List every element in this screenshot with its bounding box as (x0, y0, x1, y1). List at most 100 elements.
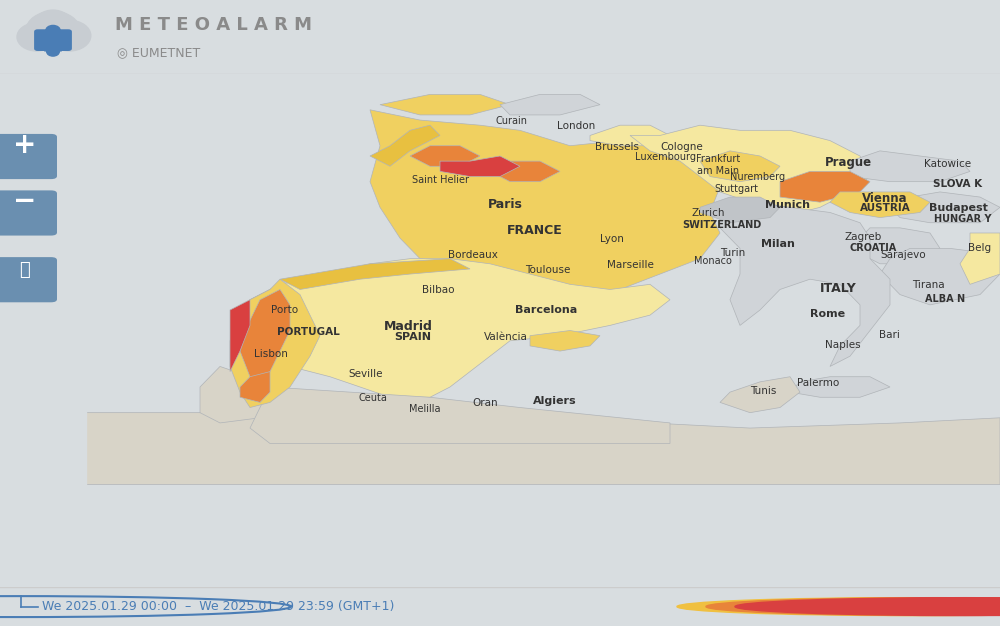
Text: Algiers: Algiers (533, 396, 577, 406)
Text: Ceuta: Ceuta (359, 393, 387, 403)
Text: Lisbon: Lisbon (254, 349, 288, 359)
Text: Palermo: Palermo (797, 378, 839, 388)
Polygon shape (250, 284, 300, 346)
Polygon shape (720, 377, 800, 413)
Text: Prague: Prague (824, 156, 872, 168)
Text: Lyon: Lyon (600, 234, 624, 244)
Text: CROATIA: CROATIA (849, 244, 897, 254)
Text: Milan: Milan (761, 239, 795, 249)
Polygon shape (830, 192, 930, 218)
Polygon shape (590, 125, 670, 146)
Text: Rome: Rome (810, 309, 846, 319)
Text: Naples: Naples (825, 340, 861, 350)
FancyBboxPatch shape (0, 190, 57, 235)
Circle shape (17, 23, 57, 51)
Polygon shape (780, 172, 870, 202)
Text: ◎ EUMETNET: ◎ EUMETNET (117, 47, 200, 59)
FancyBboxPatch shape (34, 29, 72, 51)
Polygon shape (230, 279, 320, 408)
Text: Tunis: Tunis (750, 386, 776, 396)
Text: Zagreb: Zagreb (844, 232, 882, 242)
Text: Brussels: Brussels (595, 141, 639, 151)
Polygon shape (530, 331, 600, 351)
Polygon shape (370, 125, 440, 167)
FancyBboxPatch shape (0, 257, 57, 302)
Circle shape (46, 26, 60, 36)
Polygon shape (230, 300, 250, 372)
Text: London: London (557, 121, 595, 131)
Text: SPAIN: SPAIN (394, 332, 432, 342)
Text: PORTUGAL: PORTUGAL (277, 327, 339, 337)
Text: Bilbao: Bilbao (422, 285, 454, 295)
Polygon shape (720, 202, 890, 366)
Text: FRANCE: FRANCE (507, 224, 563, 237)
Text: ⦿: ⦿ (20, 261, 30, 279)
Polygon shape (790, 377, 890, 398)
Circle shape (706, 598, 1000, 615)
Text: València: València (484, 332, 528, 342)
Polygon shape (250, 259, 670, 398)
Circle shape (677, 598, 1000, 615)
Text: ITALY: ITALY (820, 282, 856, 295)
Text: Budapest: Budapest (929, 203, 987, 213)
Polygon shape (200, 366, 270, 423)
Text: Vienna: Vienna (862, 192, 908, 205)
Text: −: − (13, 187, 37, 215)
Text: ⋮: ⋮ (983, 597, 1000, 616)
Circle shape (26, 11, 80, 49)
Text: ALBA N: ALBA N (925, 294, 965, 304)
Polygon shape (240, 372, 270, 403)
Polygon shape (240, 289, 290, 387)
Text: Belg: Belg (968, 244, 992, 254)
Polygon shape (960, 233, 1000, 284)
Circle shape (735, 598, 1000, 615)
Bar (0, 74, 86, 587)
Text: AUSTRIA: AUSTRIA (860, 203, 910, 213)
Polygon shape (860, 228, 940, 264)
Text: Turin: Turin (720, 247, 746, 257)
Polygon shape (250, 387, 670, 443)
Polygon shape (890, 192, 1000, 223)
Text: Katowice: Katowice (924, 159, 972, 168)
Polygon shape (700, 197, 780, 223)
Circle shape (47, 47, 59, 56)
Text: Stuttgart: Stuttgart (714, 185, 758, 194)
Text: Nuremberg: Nuremberg (730, 172, 786, 182)
Text: Toulouse: Toulouse (525, 265, 571, 275)
Text: Seville: Seville (349, 369, 383, 379)
Polygon shape (0, 398, 1000, 485)
Text: Marseille: Marseille (607, 260, 653, 270)
Text: We 2025.01.29 00:00  –  We 2025.01.29 23:59 (GMT+1): We 2025.01.29 00:00 – We 2025.01.29 23:5… (42, 600, 394, 613)
Polygon shape (440, 156, 520, 177)
Polygon shape (880, 249, 1000, 305)
Polygon shape (410, 146, 480, 167)
Text: Porto: Porto (271, 305, 299, 315)
Polygon shape (370, 110, 720, 305)
Text: Luxembourg: Luxembourg (636, 152, 696, 162)
Text: HUNGAR Y: HUNGAR Y (934, 213, 992, 223)
Text: M E T E O A L A R M: M E T E O A L A R M (115, 16, 312, 34)
Text: Madrid: Madrid (384, 320, 432, 333)
Text: Munich: Munich (766, 200, 810, 210)
Text: Frankfurt
am Main: Frankfurt am Main (696, 155, 740, 176)
Circle shape (48, 20, 91, 51)
Text: Cologne: Cologne (661, 141, 703, 151)
Text: SLOVA K: SLOVA K (933, 179, 983, 189)
Polygon shape (380, 95, 510, 115)
Polygon shape (280, 259, 470, 289)
Text: +: + (13, 131, 37, 159)
Text: Bari: Bari (879, 330, 899, 340)
Text: Curain: Curain (495, 116, 527, 126)
Polygon shape (850, 151, 970, 182)
Polygon shape (490, 161, 560, 182)
Text: Barcelona: Barcelona (515, 305, 577, 315)
Text: Tirana: Tirana (912, 280, 944, 290)
Text: Oran: Oran (472, 398, 498, 408)
Polygon shape (700, 151, 780, 182)
Text: Sarajevo: Sarajevo (880, 250, 926, 260)
Polygon shape (630, 125, 870, 212)
Text: Monaco: Monaco (694, 256, 732, 266)
Polygon shape (500, 95, 600, 115)
Text: Bordeaux: Bordeaux (448, 250, 498, 260)
Text: Melilla: Melilla (409, 404, 441, 414)
